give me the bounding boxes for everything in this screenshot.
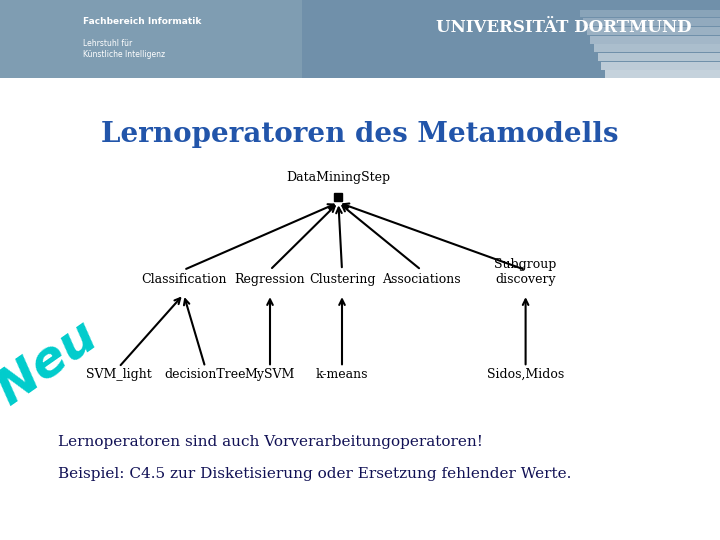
Bar [583,18,720,26]
Bar [0,0,720,78]
Text: Associations: Associations [382,273,461,286]
Text: DataMiningStep: DataMiningStep [287,171,390,184]
Bar [0,78,720,540]
Text: Lernoperatoren des Metamodells: Lernoperatoren des Metamodells [102,122,618,148]
Bar [594,44,720,52]
Text: Clustering: Clustering [309,273,375,286]
Bar [0,0,302,78]
Text: Lehrstuhl für
Künstliche Intelligenz: Lehrstuhl für Künstliche Intelligenz [83,39,165,58]
Text: Fachbereich Informatik: Fachbereich Informatik [83,17,201,26]
Text: UNIVERSITÄT DORTMUND: UNIVERSITÄT DORTMUND [436,19,691,36]
Text: SVM_light: SVM_light [86,368,152,381]
Bar [605,71,720,78]
Text: Regression: Regression [235,273,305,286]
Text: Sidos,Midos: Sidos,Midos [487,368,564,381]
Text: Lernoperatoren sind auch Vorverarbeitungoperatoren!: Lernoperatoren sind auch Vorverarbeitung… [58,435,482,449]
Text: MySVM: MySVM [245,368,295,381]
Bar [580,10,720,17]
Text: Neu: Neu [0,310,106,414]
Bar [587,27,720,35]
Text: Beispiel: C4.5 zur Disketisierung oder Ersetzung fehlender Werte.: Beispiel: C4.5 zur Disketisierung oder E… [58,467,571,481]
Bar [598,53,720,61]
Text: Subgroup
discovery: Subgroup discovery [495,258,557,286]
Bar [601,62,720,70]
Text: k-means: k-means [316,368,368,381]
Bar [590,36,720,44]
Text: decisionTree: decisionTree [164,368,246,381]
Text: Classification: Classification [141,273,226,286]
